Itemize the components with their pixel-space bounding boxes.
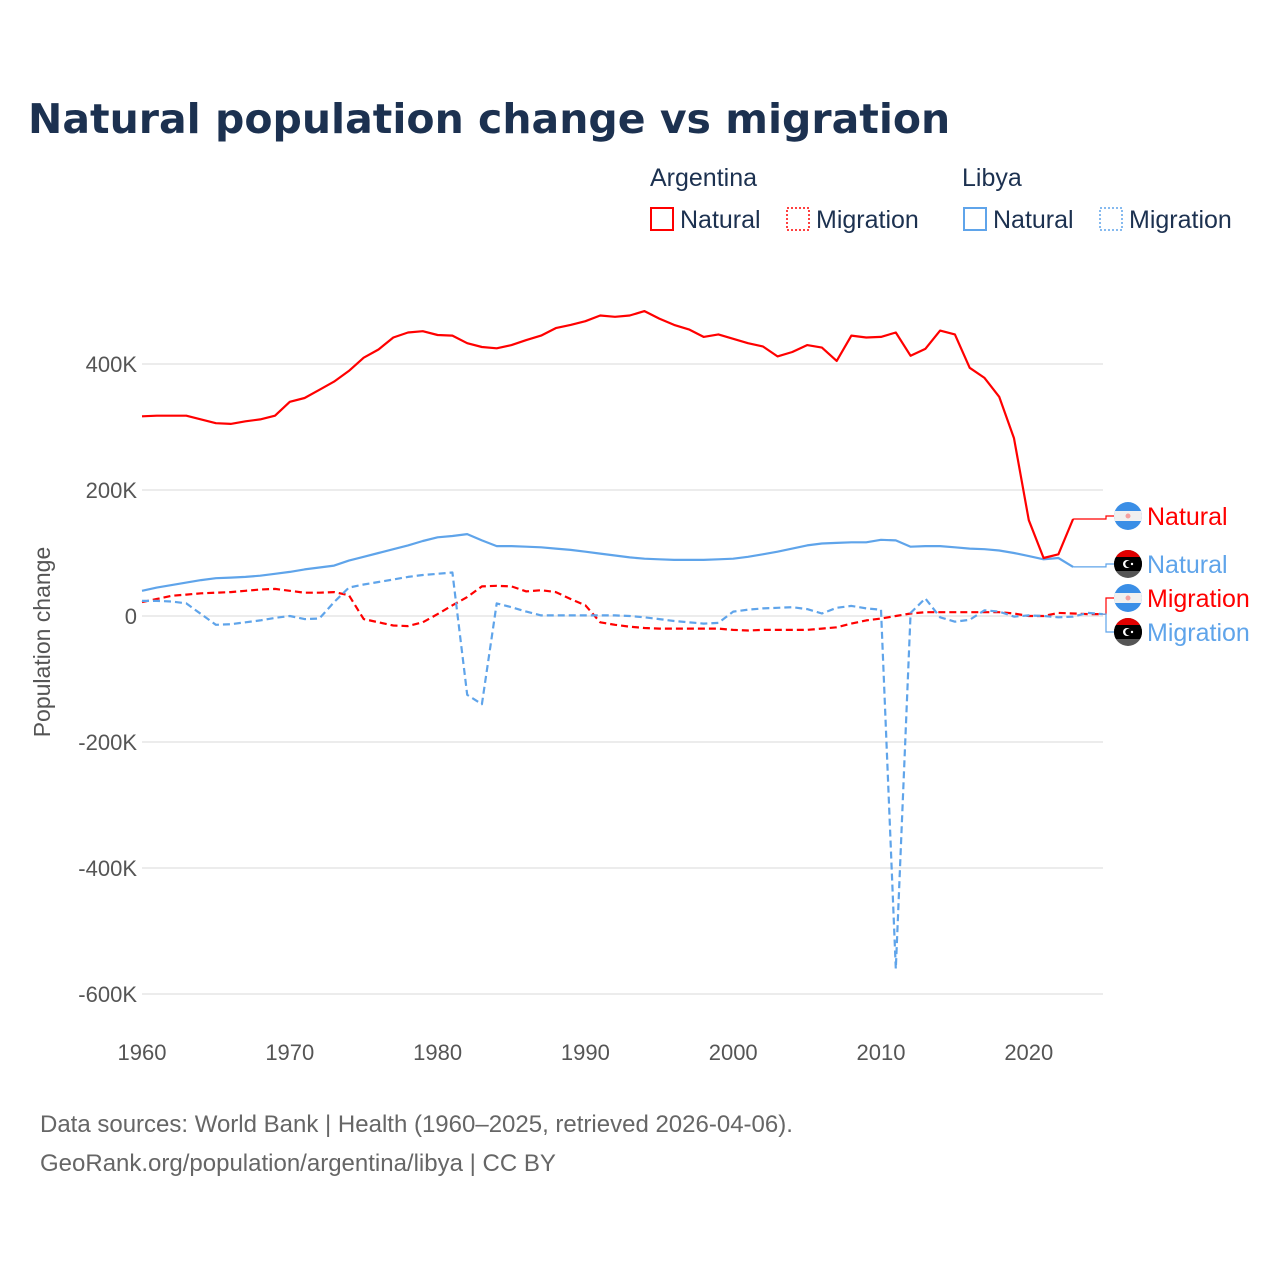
argentina-flag-icon	[1114, 502, 1142, 530]
y-axis-label: Population change	[29, 547, 55, 738]
legend-label-libya-natural[interactable]: Natural	[993, 206, 1074, 234]
x-tick-label: 2020	[1004, 1040, 1053, 1065]
legend-group-libya: Libya	[962, 164, 1022, 192]
end-label-argentina-natural: Natural	[1147, 503, 1228, 531]
series-line-argentina-migration[interactable]	[141, 584, 1103, 632]
end-labels: Natural Natural Migration Migration	[1073, 502, 1250, 647]
y-tick-label: -600K	[78, 982, 137, 1007]
end-label-connector	[1102, 597, 1114, 615]
x-tick-label: 1980	[413, 1040, 462, 1065]
legend-label-argentina-migration[interactable]: Migration	[816, 206, 919, 234]
y-tick-label: -400K	[78, 856, 137, 881]
end-label-libya-natural: Natural	[1147, 551, 1228, 579]
legend-group-argentina: Argentina	[650, 164, 757, 192]
legend-swatch-argentina-natural	[650, 207, 674, 231]
end-label-connector	[1073, 563, 1114, 568]
chart-title: Natural population change vs migration	[28, 95, 950, 143]
series-line-libya-natural[interactable]	[141, 532, 1074, 592]
series-line-libya-migration[interactable]	[142, 571, 1103, 970]
x-tick-label: 2010	[857, 1040, 906, 1065]
end-label-connector	[1102, 613, 1114, 633]
legend-swatch-argentina-migration	[786, 207, 810, 231]
y-tick-label: 200K	[86, 478, 138, 503]
x-axis-ticks: 1960 1970 1980 1990 2000 2010 2020	[118, 1040, 1054, 1065]
x-tick-label: 1990	[561, 1040, 610, 1065]
x-tick-label: 1970	[265, 1040, 314, 1065]
series-line-argentina-natural[interactable]	[141, 310, 1075, 560]
y-tick-label: -200K	[78, 730, 137, 755]
series-lines	[141, 310, 1103, 970]
y-axis-ticks: 400K 200K 0 -200K -400K -600K	[78, 352, 137, 1007]
legend-label-libya-migration[interactable]: Migration	[1129, 206, 1232, 234]
argentina-flag-icon	[1114, 584, 1142, 612]
legend-swatch-libya-natural	[963, 207, 987, 231]
y-tick-label: 400K	[86, 352, 138, 377]
legend-swatch-libya-migration	[1099, 207, 1123, 231]
end-label-libya-migration: Migration	[1147, 619, 1250, 647]
libya-flag-icon	[1114, 618, 1142, 646]
gridlines	[142, 363, 1103, 995]
footer-source: Data sources: World Bank | Health (1960–…	[40, 1111, 793, 1138]
end-label-connector	[1073, 515, 1114, 520]
libya-flag-icon	[1114, 550, 1142, 578]
end-label-argentina-migration: Migration	[1147, 585, 1250, 613]
legend: Argentina Libya Natural Migration Natura…	[650, 164, 1232, 234]
legend-label-argentina-natural[interactable]: Natural	[680, 206, 761, 234]
y-tick-label: 0	[125, 604, 137, 629]
x-tick-label: 2000	[709, 1040, 758, 1065]
footer-credit[interactable]: GeoRank.org/population/argentina/libya |…	[40, 1150, 556, 1177]
x-tick-label: 1960	[118, 1040, 167, 1065]
